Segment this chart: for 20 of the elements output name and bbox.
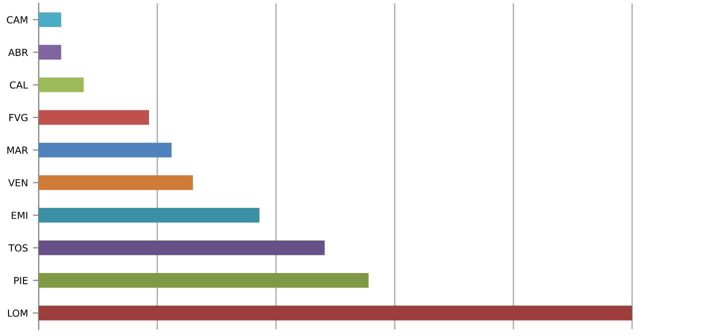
bar [38,78,84,92]
bar [38,175,193,190]
bar [38,240,325,256]
y-tick-label: CAL [10,81,28,89]
bar [38,306,632,320]
y-tick-label: LOM [8,309,28,317]
bar [38,273,369,288]
bar [38,12,62,27]
y-tick-label: TOS [8,244,28,252]
bar [38,110,150,125]
y-tick-label: FVG [9,114,28,122]
bar [38,208,260,223]
y-tick-label: VEN [8,179,28,186]
y-tick-label: EMI [12,212,28,219]
y-tick-label: ABR [8,48,28,56]
bar [38,44,62,60]
y-tick-label: PIE [14,277,28,284]
y-tick-label: CAM [6,16,28,24]
bar [38,142,172,158]
y-tick-label: MAR [7,146,28,154]
